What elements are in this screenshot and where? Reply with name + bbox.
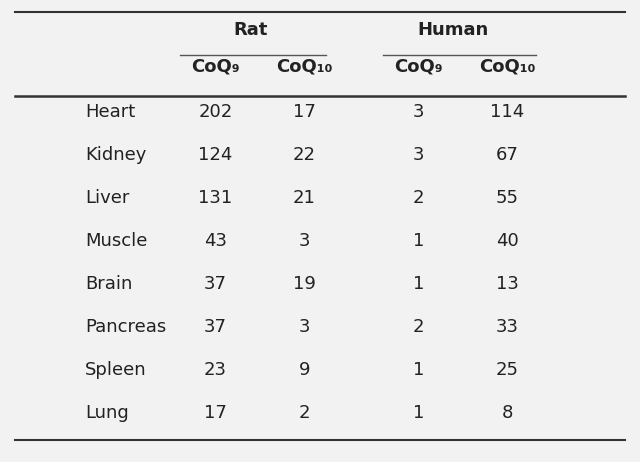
Text: 2: 2 [413,318,424,336]
Text: 21: 21 [292,189,316,207]
Text: Pancreas: Pancreas [85,318,166,336]
Text: 9: 9 [298,361,310,379]
Text: 33: 33 [495,318,518,336]
Text: Muscle: Muscle [85,232,148,250]
Text: Rat: Rat [233,21,268,39]
Text: 1: 1 [413,232,424,250]
Text: 3: 3 [298,318,310,336]
Text: 202: 202 [198,103,232,121]
Text: 3: 3 [298,232,310,250]
Text: Heart: Heart [85,103,136,121]
Text: Liver: Liver [85,189,130,207]
Text: 23: 23 [204,361,227,379]
Text: 8: 8 [502,403,513,421]
Text: Spleen: Spleen [85,361,147,379]
Text: 1: 1 [413,275,424,293]
Text: Kidney: Kidney [85,146,147,164]
Text: Lung: Lung [85,403,129,421]
Text: 2: 2 [298,403,310,421]
Text: CoQ₁₀: CoQ₁₀ [276,58,332,76]
Text: 43: 43 [204,232,227,250]
Text: 37: 37 [204,275,227,293]
Text: 131: 131 [198,189,232,207]
Text: 37: 37 [204,318,227,336]
Text: 40: 40 [496,232,518,250]
Text: 1: 1 [413,361,424,379]
Text: 55: 55 [495,189,518,207]
Text: 1: 1 [413,403,424,421]
Text: 25: 25 [495,361,518,379]
Text: 17: 17 [292,103,316,121]
Text: 67: 67 [496,146,518,164]
Text: Human: Human [418,21,489,39]
Text: CoQ₁₀: CoQ₁₀ [479,58,536,76]
Text: 17: 17 [204,403,227,421]
Text: 124: 124 [198,146,232,164]
Text: 3: 3 [413,103,424,121]
Text: 13: 13 [496,275,518,293]
Text: CoQ₉: CoQ₉ [394,58,443,76]
Text: Brain: Brain [85,275,132,293]
Text: 22: 22 [292,146,316,164]
Text: CoQ₉: CoQ₉ [191,58,239,76]
Text: 114: 114 [490,103,524,121]
Text: 3: 3 [413,146,424,164]
Text: 2: 2 [413,189,424,207]
Text: 19: 19 [292,275,316,293]
